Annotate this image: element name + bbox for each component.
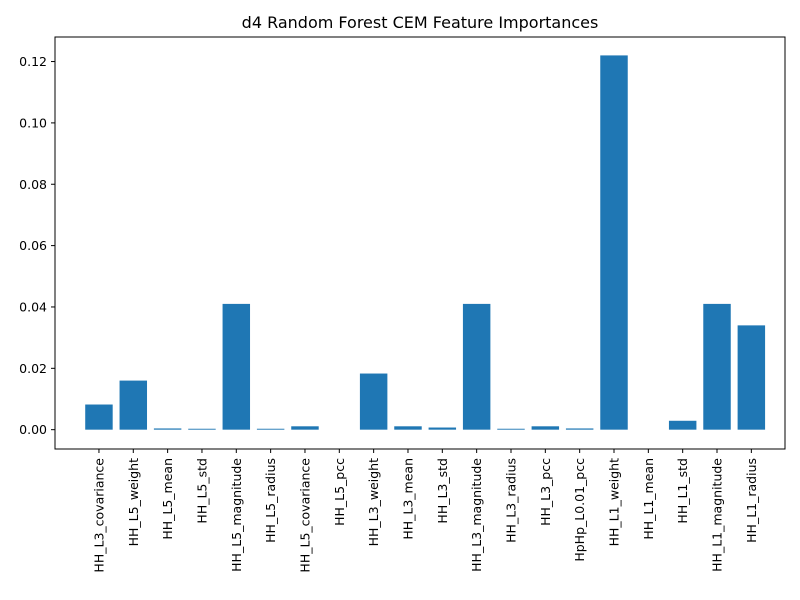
bar-HH_L5_std <box>188 428 216 430</box>
bar-HH_L3_pcc <box>531 426 560 430</box>
bar-HH_L3_std <box>428 427 457 430</box>
bar-HH_L5_weight <box>119 380 148 430</box>
bar-HH_L1_weight <box>600 55 628 430</box>
bars-group <box>85 55 766 430</box>
bar-HH_L3_covariance <box>85 404 113 430</box>
x-tick-label: HH_L5_weight <box>126 458 141 546</box>
x-tick-label: HH_L1_magnitude <box>710 458 725 572</box>
x-tick-label: HH_L3_mean <box>400 458 415 540</box>
bar-HH_L5_magnitude <box>222 303 251 430</box>
y-tick-label: 0.00 <box>19 422 47 437</box>
bar-HH_L3_weight <box>359 373 388 430</box>
x-tick-label: HH_L1_weight <box>607 458 622 546</box>
y-tick-label: 0.08 <box>19 177 47 192</box>
bar-HH_L5_radius <box>256 428 285 430</box>
bar-HpHp_L0.01_pcc <box>565 428 594 430</box>
bar-HH_L3_magnitude <box>462 303 491 430</box>
x-tick-label: HH_L3_weight <box>366 458 381 546</box>
bar-HH_L1_radius <box>737 325 766 430</box>
bar-HH_L5_covariance <box>291 426 319 430</box>
x-tick-label: HH_L5_pcc <box>332 458 347 526</box>
x-tick-label: HH_L5_radius <box>263 458 278 543</box>
x-tick-label: HH_L5_mean <box>160 458 175 540</box>
x-tick-label: HH_L5_magnitude <box>229 458 244 572</box>
bar-HH_L1_magnitude <box>703 303 731 430</box>
x-tick-label: HH_L3_std <box>435 458 450 524</box>
plot-frame <box>54 36 786 450</box>
y-tick-label: 0.02 <box>19 361 47 376</box>
y-tick-label: 0.12 <box>19 54 47 69</box>
x-tick-label: HpHp_L0.01_pcc <box>572 458 587 562</box>
x-tick-label: HH_L1_std <box>675 458 690 524</box>
x-tick-label: HH_L1_mean <box>641 458 656 540</box>
x-tick-label: HH_L3_magnitude <box>469 458 484 572</box>
x-tick-label: HH_L1_radius <box>744 458 759 543</box>
x-tick-label: HH_L3_pcc <box>538 458 553 526</box>
bar-HH_L3_mean <box>394 426 422 430</box>
x-tick-label: HH_L5_std <box>194 458 209 524</box>
bar-HH_L3_radius <box>497 428 525 430</box>
bar-HH_L1_std <box>668 420 697 430</box>
y-tick-label: 0.06 <box>19 238 47 253</box>
x-axis: HH_L3_covariance HH_L5_weight HH_L5_mean HH… <box>91 449 759 573</box>
x-tick-label: HH_L5_covariance <box>297 458 312 573</box>
y-tick-label: 0.04 <box>19 299 47 314</box>
x-tick-label: HH_L3_covariance <box>91 458 106 573</box>
y-tick-label: 0.10 <box>19 115 47 130</box>
y-axis: 0.00 0.02 0.04 0.06 0.08 0.10 0.12 <box>19 54 55 437</box>
x-tick-label: HH_L3_radius <box>503 458 518 543</box>
bar-HH_L5_mean <box>153 428 182 430</box>
chart-title: d4 Random Forest CEM Feature Importances <box>242 13 599 32</box>
